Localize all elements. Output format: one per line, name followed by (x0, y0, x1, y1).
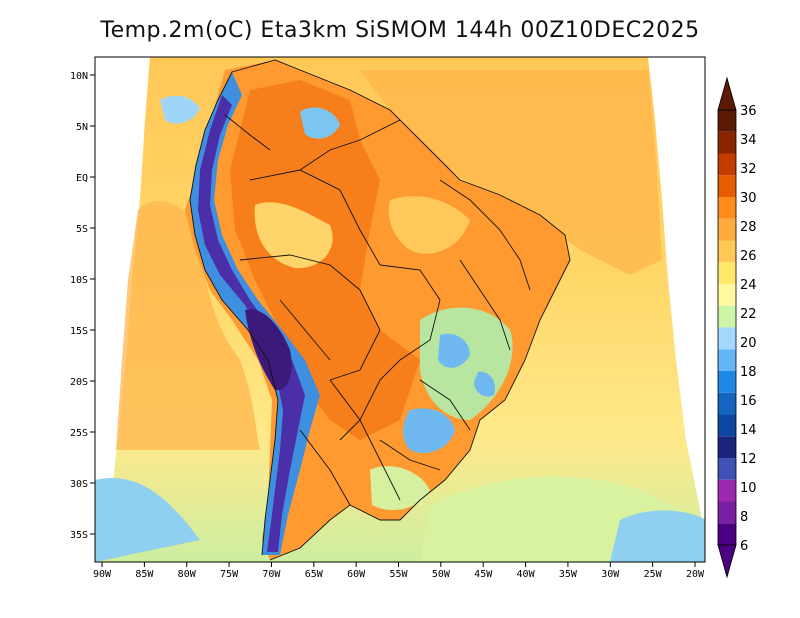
colorbar-swatch (718, 479, 736, 502)
pacific-warm-band (116, 201, 260, 450)
lat-tick-label: 5N (76, 122, 88, 133)
colorbar-swatch (718, 284, 736, 306)
south-cool-patch (403, 408, 455, 454)
lon-tick-label: 70W (262, 569, 281, 580)
colorbar-swatch (718, 131, 736, 154)
colorbar-swatch (718, 218, 736, 241)
colorbar-label: 28 (740, 220, 757, 235)
lon-tick-label: 35W (559, 569, 578, 580)
amazon-mild-patch (254, 202, 333, 269)
colorbar-label: 22 (740, 307, 757, 322)
lat-tick-label: 20S (70, 377, 88, 388)
lon-tick-label: 60W (347, 569, 366, 580)
atlantic-warm-band (360, 70, 662, 275)
colorbar-swatch (718, 175, 736, 197)
colorbar-swatch (718, 153, 736, 176)
colorbar-swatch (718, 327, 736, 350)
colorbar-label: 34 (740, 133, 757, 148)
colorbar-swatch (718, 349, 736, 371)
colorbar-bottom-arrow (717, 544, 737, 579)
colorbar-swatch (718, 305, 736, 328)
colorbar-swatch (718, 371, 736, 393)
plot-frame (94, 56, 706, 563)
colorbar-swatch (718, 501, 736, 524)
southeast-cool-spots (438, 333, 496, 397)
lat-tick-label: 5S (76, 224, 88, 235)
lat-tick-label: 10S (70, 275, 88, 286)
colorbar-label: 12 (740, 452, 757, 467)
southern-cool-ocean (95, 478, 200, 562)
colorbar-label: 14 (740, 423, 757, 438)
colorbar-label: 8 (740, 510, 748, 525)
map-title: Temp.2m(oC) Eta3km SiSMOM 144h 00Z10DEC2… (100, 18, 700, 43)
lon-tick-label: 80W (178, 569, 197, 580)
lon-tick-label: 75W (220, 569, 239, 580)
lon-tick-label: 55W (389, 569, 408, 580)
andes-core (198, 95, 305, 552)
lon-tick-label: 65W (305, 569, 324, 580)
pacific-cool-patch (160, 95, 200, 124)
interior-hot-core (230, 80, 420, 440)
field-layer (95, 57, 705, 562)
colorbar-swatch (718, 240, 736, 263)
colorbar-label: 26 (740, 249, 757, 264)
lon-tick-label: 90W (93, 569, 112, 580)
axes: 10N 5N EQ 5S 10S 15S 20S 25S 30S 35S 90W 85W 80W 75W 7… (70, 71, 705, 580)
lat-tick-label: EQ (76, 173, 88, 184)
colorbar-outline (717, 109, 737, 546)
colorbar-swatch (718, 523, 736, 545)
colorbar-swatch (718, 110, 736, 132)
lon-tick-label: 30W (601, 569, 620, 580)
lon-tick-label: 40W (517, 569, 536, 580)
lon-tick-label: 25W (644, 569, 663, 580)
colorbar-label: 6 (740, 539, 748, 554)
colorbar-swatch (718, 197, 736, 219)
country-borders (189, 59, 571, 561)
north-amazon-mild-patch (388, 196, 470, 254)
colorbar-label: 10 (740, 481, 757, 496)
colorbar-swatch (718, 414, 736, 437)
lat-tick-label: 10N (70, 71, 88, 82)
colorbar-label: 24 (740, 278, 757, 293)
colorbar-swatch (718, 262, 736, 284)
southern-cool-patch (610, 510, 705, 562)
colorbar-top-arrow (717, 76, 737, 111)
lon-tick-label: 50W (432, 569, 451, 580)
lon-tick-label: 20W (686, 569, 705, 580)
lat-tick-label: 35S (70, 530, 88, 541)
colorbar-swatch (718, 436, 736, 458)
colorbar-swatch (718, 458, 736, 480)
lat-tick-label: 15S (70, 326, 88, 337)
lon-tick-label: 85W (135, 569, 154, 580)
colorbar-label: 20 (740, 336, 757, 351)
lat-tick-label: 25S (70, 428, 88, 439)
rio-grande-mild (370, 466, 430, 510)
colorbar-label: 16 (740, 394, 757, 409)
colorbar-swatch (718, 392, 736, 415)
colorbar: 36 34 32 30 28 26 24 22 20 18 16 14 12 10 8 6 (717, 76, 757, 579)
colorbar-label: 36 (740, 104, 757, 119)
andes-altiplano (245, 309, 292, 391)
colorbar-label: 32 (740, 162, 757, 177)
colorbar-label: 18 (740, 365, 757, 380)
lat-tick-label: 30S (70, 479, 88, 490)
colorbar-label: 30 (740, 191, 757, 206)
lon-tick-label: 45W (474, 569, 493, 580)
guiana-highlands (300, 107, 340, 139)
